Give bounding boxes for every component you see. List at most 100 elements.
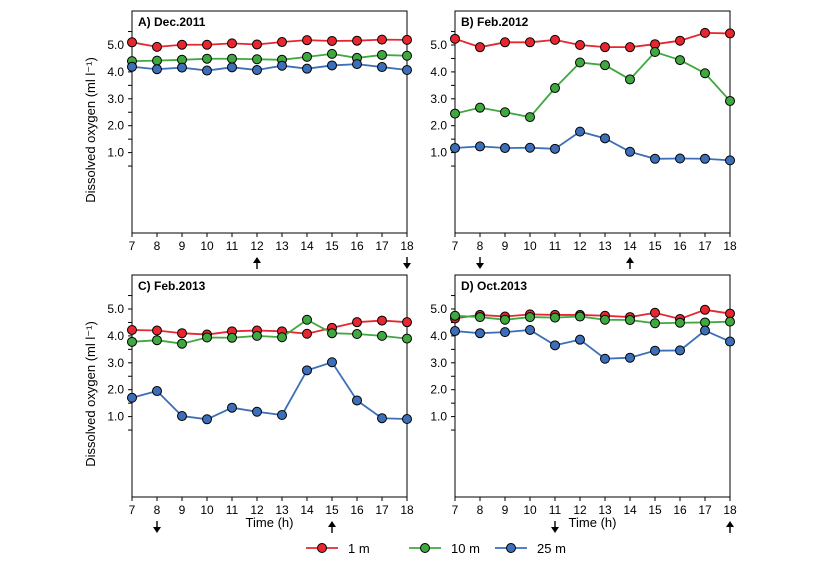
series-line bbox=[131, 319, 408, 336]
data-point bbox=[127, 392, 137, 403]
data-point bbox=[700, 304, 710, 315]
down-arrow-icon bbox=[476, 257, 484, 269]
x-axis-title: Time (h) bbox=[246, 515, 294, 530]
data-point bbox=[202, 53, 212, 64]
legend-item: 25 m bbox=[495, 541, 566, 556]
data-point bbox=[227, 62, 237, 73]
x-tick-label: 13 bbox=[598, 239, 612, 253]
data-point bbox=[202, 39, 212, 50]
data-point bbox=[227, 38, 237, 49]
y-tick-label: 5.0 bbox=[107, 302, 124, 316]
up-arrow-icon bbox=[253, 257, 261, 269]
data-point bbox=[450, 143, 460, 154]
x-tick-label: 16 bbox=[673, 503, 687, 517]
data-point bbox=[450, 326, 460, 337]
data-point bbox=[725, 95, 735, 106]
data-point bbox=[302, 35, 312, 46]
data-point bbox=[402, 317, 412, 328]
x-tick-label: 9 bbox=[179, 239, 186, 253]
up-arrow-icon bbox=[626, 257, 634, 269]
x-tick-label: 16 bbox=[673, 239, 687, 253]
data-point bbox=[402, 414, 412, 425]
legend-marker bbox=[420, 543, 430, 553]
x-tick-label: 7 bbox=[129, 239, 136, 253]
data-point bbox=[625, 352, 635, 363]
data-point bbox=[252, 54, 262, 65]
data-point bbox=[500, 107, 510, 118]
data-point bbox=[352, 35, 362, 46]
y-tick-label: 2.0 bbox=[430, 383, 447, 397]
data-point bbox=[302, 63, 312, 74]
data-point bbox=[575, 334, 585, 345]
data-point bbox=[650, 307, 660, 318]
x-tick-label: 8 bbox=[154, 503, 161, 517]
y-tick-label: 5.0 bbox=[430, 38, 447, 52]
x-tick-label: 7 bbox=[452, 503, 459, 517]
data-point bbox=[327, 60, 337, 71]
legend-marker bbox=[317, 543, 327, 553]
legend-marker bbox=[506, 543, 516, 553]
data-point bbox=[177, 39, 187, 50]
data-point bbox=[725, 155, 735, 166]
y-tick-label: 5.0 bbox=[430, 302, 447, 316]
plot-frame bbox=[454, 10, 731, 234]
data-point bbox=[450, 33, 460, 44]
y-tick-label: 3.0 bbox=[107, 356, 124, 370]
x-tick-label: 10 bbox=[523, 503, 537, 517]
data-point bbox=[377, 34, 387, 45]
data-point bbox=[327, 35, 337, 46]
data-point bbox=[302, 328, 312, 339]
plot-frame bbox=[131, 274, 408, 498]
x-tick-label: 9 bbox=[179, 503, 186, 517]
series-line bbox=[454, 50, 731, 119]
data-point bbox=[352, 395, 362, 406]
x-tick-label: 7 bbox=[452, 239, 459, 253]
data-point bbox=[650, 318, 660, 329]
series-line bbox=[454, 31, 731, 49]
chart-panel: A) Dec.2011 1.0 2.0 3.0 4.0 5.0 7 8 9 10 11 12 13 14 1… bbox=[83, 10, 414, 269]
data-point bbox=[550, 312, 560, 323]
up-arrow-icon bbox=[328, 521, 336, 533]
data-point bbox=[600, 314, 610, 325]
y-tick-label: 4.0 bbox=[430, 329, 447, 343]
y-axis-title: Dissolved oxygen (ml l⁻¹) bbox=[83, 321, 98, 467]
data-point bbox=[550, 340, 560, 351]
data-point bbox=[625, 315, 635, 326]
plot-frame bbox=[131, 10, 408, 234]
x-tick-label: 11 bbox=[549, 503, 562, 517]
x-tick-label: 14 bbox=[300, 239, 314, 253]
data-point bbox=[327, 48, 337, 59]
x-tick-label: 8 bbox=[477, 503, 484, 517]
down-arrow-icon bbox=[153, 521, 161, 533]
data-point bbox=[302, 365, 312, 376]
x-tick-label: 15 bbox=[648, 239, 662, 253]
data-point bbox=[550, 83, 560, 94]
data-point bbox=[475, 141, 485, 152]
data-point bbox=[277, 60, 287, 71]
x-tick-label: 12 bbox=[573, 503, 587, 517]
data-point bbox=[600, 42, 610, 53]
y-tick-label: 5.0 bbox=[107, 38, 124, 52]
y-tick-label: 3.0 bbox=[430, 92, 447, 106]
x-tick-label: 10 bbox=[523, 239, 537, 253]
data-point bbox=[227, 402, 237, 413]
legend-label: 1 m bbox=[348, 541, 370, 556]
panel-title: C) Feb.2013 bbox=[138, 279, 206, 293]
data-point bbox=[675, 345, 685, 356]
x-tick-label: 12 bbox=[250, 503, 264, 517]
data-point bbox=[575, 311, 585, 322]
data-point bbox=[302, 51, 312, 62]
x-tick-label: 13 bbox=[275, 503, 289, 517]
data-point bbox=[177, 62, 187, 73]
legend-item: 10 m bbox=[409, 541, 480, 556]
data-point bbox=[202, 414, 212, 425]
data-point bbox=[252, 330, 262, 341]
x-tick-label: 11 bbox=[226, 239, 239, 253]
chart-panel: B) Feb.2012 1.0 2.0 3.0 4.0 5.0 7 8 9 10 11 12 13 14 1… bbox=[430, 10, 737, 269]
series-line bbox=[454, 130, 731, 162]
data-point bbox=[377, 49, 387, 60]
x-tick-label: 9 bbox=[502, 503, 509, 517]
x-tick-label: 15 bbox=[325, 503, 339, 517]
data-point bbox=[202, 332, 212, 343]
data-point bbox=[177, 328, 187, 339]
